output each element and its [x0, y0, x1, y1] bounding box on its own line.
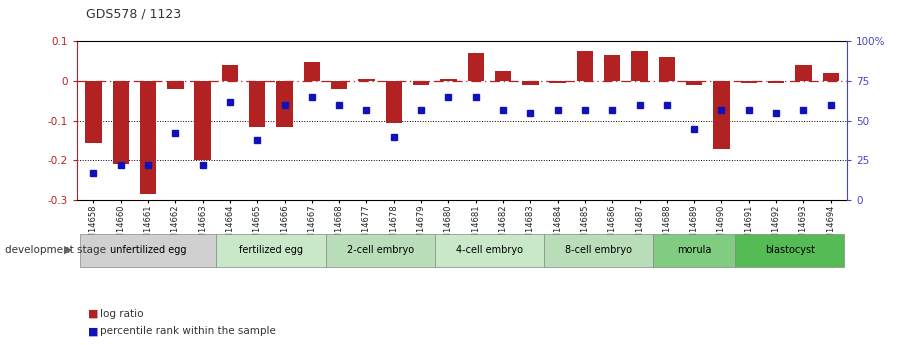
Bar [549, 81, 566, 83]
Bar [112, 81, 129, 164]
FancyBboxPatch shape [653, 234, 735, 267]
Bar [222, 65, 238, 81]
Bar [795, 65, 812, 81]
Bar [386, 81, 402, 123]
Bar [686, 81, 702, 85]
Bar [85, 81, 101, 142]
Bar [249, 81, 265, 127]
Bar [768, 81, 785, 83]
Bar [522, 81, 538, 85]
Bar [495, 71, 511, 81]
Bar [195, 81, 211, 160]
Bar [823, 73, 839, 81]
Text: ■: ■ [88, 326, 99, 336]
FancyBboxPatch shape [435, 234, 544, 267]
Text: percentile rank within the sample: percentile rank within the sample [100, 326, 275, 336]
Text: fertilized egg: fertilized egg [239, 245, 303, 255]
Bar [358, 79, 375, 81]
Text: unfertilized egg: unfertilized egg [110, 245, 187, 255]
Text: blastocyst: blastocyst [765, 245, 814, 255]
Text: 4-cell embryo: 4-cell embryo [456, 245, 523, 255]
Bar [440, 79, 457, 81]
Bar [331, 81, 347, 89]
FancyBboxPatch shape [735, 234, 844, 267]
Text: morula: morula [677, 245, 711, 255]
Bar [713, 81, 729, 148]
FancyBboxPatch shape [325, 234, 435, 267]
Bar [740, 81, 757, 83]
Text: 8-cell embryo: 8-cell embryo [565, 245, 632, 255]
Text: development stage: development stage [5, 245, 105, 255]
Bar [604, 55, 621, 81]
Bar [140, 81, 156, 194]
Text: log ratio: log ratio [100, 309, 143, 319]
Bar [167, 81, 184, 89]
Bar [276, 81, 293, 127]
Bar [467, 53, 484, 81]
FancyBboxPatch shape [80, 234, 217, 267]
FancyBboxPatch shape [217, 234, 325, 267]
Bar [577, 51, 593, 81]
FancyBboxPatch shape [544, 234, 653, 267]
Text: ■: ■ [88, 309, 99, 319]
Bar [413, 81, 429, 85]
Bar [631, 51, 648, 81]
Bar [659, 57, 675, 81]
Text: ▶: ▶ [64, 245, 72, 255]
Bar [304, 62, 320, 81]
Text: GDS578 / 1123: GDS578 / 1123 [86, 8, 181, 21]
Text: 2-cell embryo: 2-cell embryo [347, 245, 414, 255]
